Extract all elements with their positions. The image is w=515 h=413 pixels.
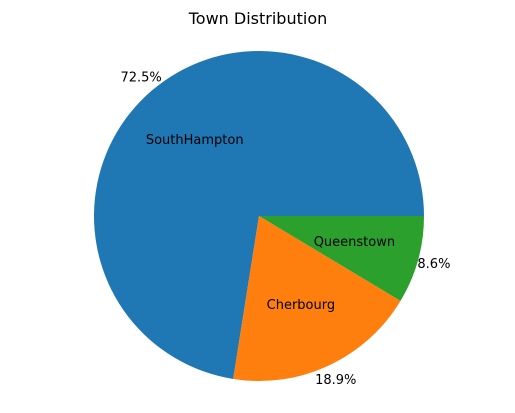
pie-labels: SouthHampton 72.5% Cherbourg 18.9% Queenstow…	[120, 70, 450, 387]
slice-percent-queenstown: 8.6%	[417, 257, 450, 272]
pie-slice-southhampton	[93, 50, 424, 379]
slice-label-queenstown: Queenstown	[314, 235, 395, 250]
slice-label-southhampton: SouthHampton	[146, 133, 244, 148]
slice-percent-cherbourg: 18.9%	[315, 373, 356, 388]
slice-percent-southhampton: 72.5%	[120, 70, 161, 85]
pie-slice-queenstown	[259, 216, 424, 301]
chart-title: Town Distribution	[188, 9, 328, 28]
slice-label-cherbourg: Cherbourg	[267, 298, 335, 313]
pie-slices	[93, 50, 424, 381]
pie-slice-cherbourg	[233, 216, 401, 381]
